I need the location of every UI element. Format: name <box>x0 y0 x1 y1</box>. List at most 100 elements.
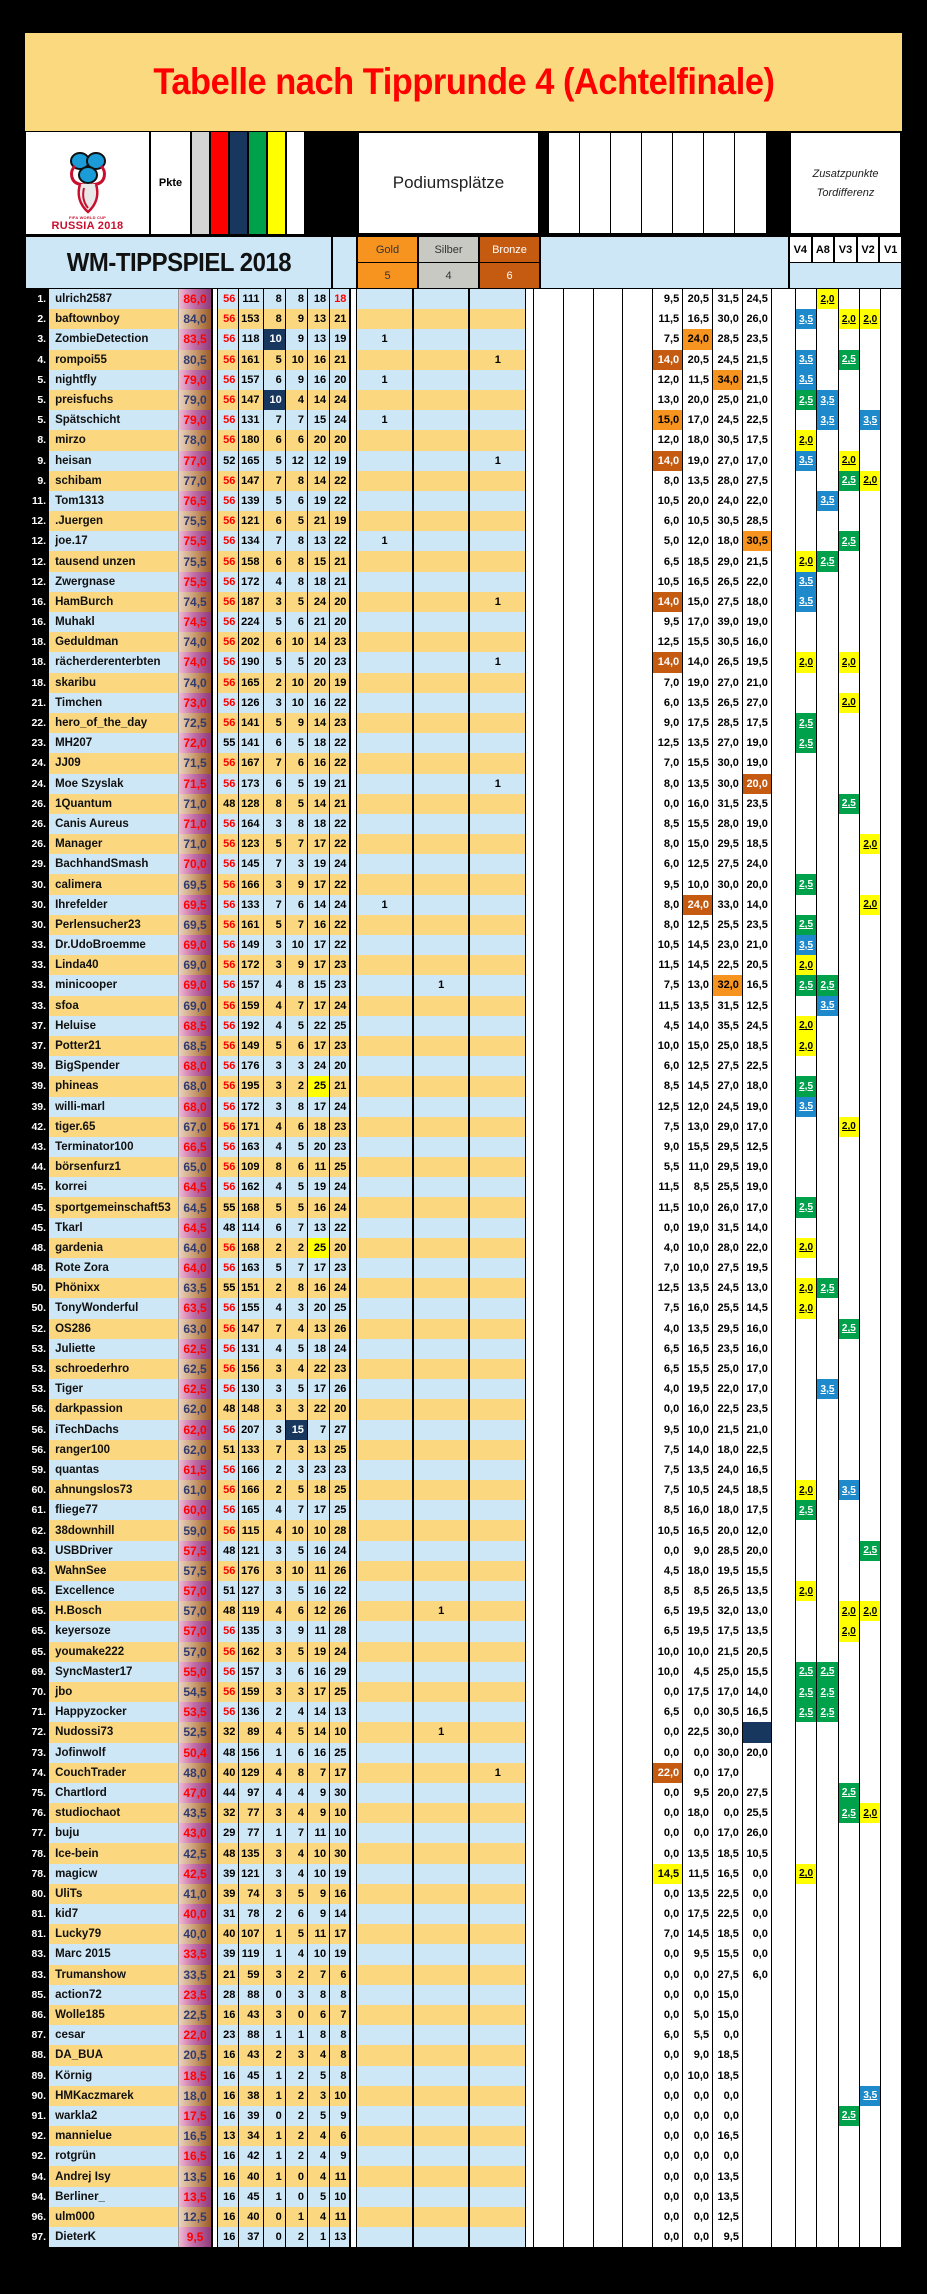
table-row[interactable]: 18. skaribu 74,0 56 165 2 10 20 19 7,0 19,0 27,0 21,… <box>25 672 902 693</box>
table-row[interactable]: 53. Tiger 62,5 56 130 3 5 17 26 4,0 19,5 22,0 17,0 3,… <box>25 1379 902 1400</box>
table-row[interactable]: 52. OS286 63,0 56 147 7 4 13 26 4,0 13,5 29,5 16,0 2,… <box>25 1318 902 1339</box>
table-row[interactable]: 45. Tkarl 64,5 48 114 6 7 13 22 0,0 19,0 31,5 14,0 <box>25 1217 902 1238</box>
table-row[interactable]: 62. 38downhill 59,0 56 115 4 10 10 28 10,5 16,5 20,… <box>25 1520 902 1541</box>
table-row[interactable]: 92. mannielue 16,5 13 34 1 2 4 6 0,0 0,0 16,5 <box>25 2126 902 2147</box>
table-row[interactable]: 78. Ice-bein 42,5 48 135 3 4 10 30 0,0 13,5 18,5 10,… <box>25 1843 902 1864</box>
table-row[interactable]: 33. Linda40 69,0 56 172 3 9 17 23 11,5 14,5 22,5 20,… <box>25 955 902 976</box>
table-row[interactable]: 50. Phönixx 63,5 55 151 2 8 16 24 12,5 13,5 24,5 13,… <box>25 1278 902 1299</box>
table-row[interactable]: 63. WahnSee 57,5 56 176 3 10 11 26 4,5 18,0 19,5 15,… <box>25 1560 902 1581</box>
table-row[interactable]: 78. magicw 42,5 39 121 3 4 10 19 14,5 11,5 16,5 0,0 2… <box>25 1863 902 1884</box>
table-row[interactable]: 96. ulm000 12,5 16 40 0 1 4 11 0,0 0,0 12,5 <box>25 2206 902 2227</box>
table-row[interactable]: 30. Ihrefelder 69,5 56 133 7 6 14 24 1 8,0 24,0 33,0… <box>25 894 902 915</box>
table-row[interactable]: 65. H.Bosch 57,0 48 119 4 6 12 26 1 6,5 19,5 32,0 13,… <box>25 1601 902 1622</box>
table-row[interactable]: 26. Canis Aureus 71,0 56 164 3 8 18 22 8,5 15,5 28,… <box>25 813 902 835</box>
table-row[interactable]: 61. fliege77 60,0 56 165 4 7 17 25 8,5 16,0 18,0 17,… <box>25 1500 902 1521</box>
table-row[interactable]: 2. baftownboy 84,0 56 153 8 9 13 21 11,5 16,5 30,0 2… <box>25 309 902 330</box>
table-row[interactable]: 53. Juliette 62,5 56 131 4 5 18 24 6,5 16,5 23,5 16,… <box>25 1338 902 1359</box>
table-row[interactable]: 48. gardenia 64,0 56 168 2 2 25 20 4,0 10,0 28,0 22,… <box>25 1237 902 1258</box>
table-row[interactable]: 5. nightfly 79,0 56 157 6 9 16 20 1 12,0 11,5 34,0 21… <box>25 369 902 390</box>
table-row[interactable]: 39. BigSpender 68,0 56 176 3 3 24 20 6,0 12,5 27,5 2… <box>25 1056 902 1077</box>
row-spacer-a <box>213 2146 218 2167</box>
table-row[interactable]: 90. HMKaczmarek 18,0 16 38 1 2 3 10 0,0 0,0 0,0 3,5 <box>25 2085 902 2106</box>
table-row[interactable]: 29. BachhandSmash 70,0 56 145 7 3 19 24 6,0 12,5 27… <box>25 854 902 875</box>
table-row[interactable]: 12. tausend unzen 75,5 56 158 6 8 15 21 6,5 18,5 29… <box>25 551 902 572</box>
table-row[interactable]: 87. cesar 22,0 23 88 1 1 8 8 6,0 5,5 0,0 <box>25 2025 902 2046</box>
table-row[interactable]: 4. rompoi55 80,5 56 161 5 10 16 21 1 14,0 20,5 24,5 2… <box>25 349 902 370</box>
table-row[interactable]: 33. Dr.UdoBroemme 69,0 56 149 3 10 17 22 10,5 14,5… <box>25 935 902 956</box>
table-row[interactable]: 97. DieterK 9,5 16 37 0 2 1 13 0,0 0,0 9,5 <box>25 2227 902 2248</box>
table-row[interactable]: 71. Happyzocker 53,5 56 136 2 4 14 13 6,5 0,0 30,5 1… <box>25 1702 902 1723</box>
table-row[interactable]: 23. MH207 72,0 55 141 6 5 18 22 12,5 13,5 27,0 19,0 2… <box>25 733 902 754</box>
table-row[interactable]: 80. UliTs 41,0 39 74 3 5 9 16 0,0 13,5 22,5 0,0 <box>25 1883 902 1904</box>
table-row[interactable]: 1. ulrich2587 86,0 56 111 8 8 18 18 9,5 20,5 31,5 24… <box>25 289 902 310</box>
table-row[interactable]: 44. börsenfurz1 65,0 56 109 8 6 11 25 5,5 11,0 29,5… <box>25 1157 902 1178</box>
row-punkte-0: 24 <box>329 1540 352 1561</box>
table-row[interactable]: 69. SyncMaster17 55,0 56 157 3 6 16 29 10,0 4,5 25,… <box>25 1661 902 1682</box>
table-row[interactable]: 9. heisan 77,0 52 165 5 12 12 19 1 14,0 19,0 27,0 17,… <box>25 450 902 471</box>
table-row[interactable]: 39. phineas 68,0 56 195 3 2 25 21 8,5 14,5 27,0 18,0… <box>25 1076 902 1097</box>
table-row[interactable]: 56. darkpassion 62,0 48 148 3 3 22 20 0,0 16,0 22,5… <box>25 1399 902 1420</box>
table-row[interactable]: 65. keyersoze 57,0 56 135 3 9 11 28 6,5 19,5 17,5 13… <box>25 1621 902 1642</box>
table-row[interactable]: 50. TonyWonderful 63,5 56 155 4 3 20 25 7,5 16,0 25… <box>25 1298 902 1319</box>
table-row[interactable]: 37. Heluise 68,5 56 192 4 5 22 25 4,5 14,0 35,5 24,5… <box>25 1015 902 1036</box>
table-row[interactable]: 3. ZombieDetection 83,5 56 118 10 9 13 19 1 7,5 24,… <box>25 329 902 350</box>
table-row[interactable]: 24. JJ09 71,5 56 167 7 6 16 22 7,0 15,5 30,0 19,0 <box>25 753 902 774</box>
table-row[interactable]: 21. Timchen 73,0 56 126 3 10 16 22 6,0 13,5 26,5 27,… <box>25 692 902 713</box>
table-row[interactable]: 33. minicooper 69,0 56 157 4 8 15 23 1 7,5 13,0 32,0… <box>25 975 902 996</box>
table-row[interactable]: 76. studiochaot 43,5 32 77 3 4 9 10 0,0 18,0 0,0 25,… <box>25 1803 902 1824</box>
table-row[interactable]: 43. Terminator100 66,5 56 163 4 5 20 23 9,0 15,5 29… <box>25 1136 902 1158</box>
table-row[interactable]: 91. warkla2 17,5 16 39 0 2 5 9 0,0 0,0 0,0 2,5 <box>25 2105 902 2127</box>
table-row[interactable]: 94. Berliner_ 13,5 16 45 1 0 5 10 0,0 0,0 13,5 <box>25 2186 902 2207</box>
table-row[interactable]: 89. Körnig 18,5 16 45 1 2 5 8 0,0 10,0 18,5 <box>25 2065 902 2086</box>
row-spacer-c <box>526 1883 533 1904</box>
table-row[interactable]: 45. sportgemeinschaft53 64,5 55 168 5 5 16 24 11,… <box>25 1197 902 1218</box>
table-row[interactable]: 8. mirzo 78,0 56 180 6 6 20 20 12,0 18,0 30,5 17,5 2,… <box>25 430 902 451</box>
table-row[interactable]: 65. Excellence 57,0 51 127 3 5 16 22 8,5 8,5 26,5 13… <box>25 1581 902 1602</box>
table-row[interactable]: 11. Tom1313 76,5 56 139 5 6 19 22 10,5 20,0 24,0 22,… <box>25 490 902 512</box>
table-row[interactable]: 39. willi-marl 68,0 56 172 3 8 17 24 12,5 12,0 24,5… <box>25 1096 902 1117</box>
table-row[interactable]: 88. DA_BUA 20,5 16 43 2 3 4 8 0,0 9,0 18,5 <box>25 2045 902 2066</box>
table-row[interactable]: 9. schibam 77,0 56 147 7 8 14 22 8,0 13,5 28,0 27,5 2… <box>25 470 902 491</box>
table-row[interactable]: 48. Rote Zora 64,0 56 163 5 7 17 23 7,0 10,0 27,5 19… <box>25 1258 902 1279</box>
table-row[interactable]: 83. Trumanshow 33,5 21 59 3 2 7 6 0,0 0,0 27,5 6,0 <box>25 1964 902 1985</box>
table-row[interactable]: 75. Chartlord 47,0 44 97 4 4 9 30 0,0 9,5 20,0 27,5 2… <box>25 1782 902 1804</box>
table-row[interactable]: 12. .Juergen 75,5 56 121 6 5 21 19 6,0 10,5 30,5 28,… <box>25 511 902 532</box>
table-row[interactable]: 85. action72 23,5 28 88 0 3 8 8 0,0 0,0 15,0 <box>25 1984 902 2005</box>
table-row[interactable]: 26. 1Quantum 71,0 48 128 8 5 14 21 0,0 16,0 31,5 23,… <box>25 793 902 814</box>
table-row[interactable]: 81. kid7 40,0 31 78 2 6 9 14 0,0 17,5 22,5 0,0 <box>25 1904 902 1925</box>
table-row[interactable]: 81. Lucky79 40,0 40 107 1 5 11 17 7,0 14,5 18,5 0,0 <box>25 1924 902 1945</box>
table-row[interactable]: 22. hero_of_the_day 72,5 56 141 5 9 14 23 9,0 17,5… <box>25 712 902 734</box>
table-row[interactable]: 37. Potter21 68,5 56 149 5 6 17 23 10,0 15,0 25,0 18… <box>25 1035 902 1057</box>
table-row[interactable]: 56. ranger100 62,0 51 133 7 3 13 25 7,5 14,0 18,0 22… <box>25 1439 902 1460</box>
table-row[interactable]: 73. Jofinwolf 50,4 48 156 1 6 16 25 0,0 0,0 30,0 20,… <box>25 1742 902 1763</box>
table-row[interactable]: 33. sfoa 69,0 56 159 4 7 17 24 11,5 13,5 31,5 12,5 3,… <box>25 995 902 1016</box>
table-row[interactable]: 86. Wolle185 22,5 16 43 3 0 6 7 0,0 5,0 15,0 <box>25 2004 902 2026</box>
table-row[interactable]: 30. Perlensucher23 69,5 56 161 5 7 16 22 8,0 12,5 2… <box>25 914 902 935</box>
table-row[interactable]: 70. jbo 54,5 56 159 3 3 17 25 0,0 17,5 17,0 14,0 2,5 2… <box>25 1681 902 1703</box>
table-row[interactable]: 5. preisfuchs 79,0 56 147 10 4 14 24 13,0 20,0 25,0… <box>25 389 902 411</box>
table-row[interactable]: 18. rächerderenterbten 74,0 56 190 5 5 20 23 1 14,… <box>25 652 902 673</box>
table-row[interactable]: 94. Andrej Isy 13,5 16 40 1 0 4 11 0,0 0,0 13,5 <box>25 2166 902 2187</box>
table-row[interactable]: 53. schroederhro 62,5 56 156 3 4 22 23 6,5 15,5 25,… <box>25 1358 902 1380</box>
table-row[interactable]: 12. Zwergnase 75,5 56 172 4 8 18 21 10,5 16,5 26,5 2… <box>25 571 902 592</box>
table-row[interactable]: 24. Moe Szyslak 71,5 56 173 6 5 19 21 1 8,0 13,5 30,… <box>25 773 902 794</box>
table-row[interactable]: 72. Nudossi73 52,5 32 89 4 5 14 10 1 0,0 22,5 30,0 <box>25 1722 902 1743</box>
table-row[interactable]: 12. joe.17 75,5 56 134 7 8 13 22 1 5,0 12,0 18,0 30,5… <box>25 531 902 552</box>
table-row[interactable]: 60. ahnungslos73 61,0 56 166 2 5 18 25 7,5 10,5 24,… <box>25 1480 902 1501</box>
table-row[interactable]: 30. calimera 69,5 56 166 3 9 17 22 9,5 10,0 30,0 20,… <box>25 874 902 895</box>
table-row[interactable]: 83. Marc 2015 33,5 39 119 1 4 10 19 0,0 9,5 15,5 0,0 <box>25 1944 902 1965</box>
table-row[interactable]: 18. Geduldman 74,0 56 202 6 10 14 23 12,5 15,5 30,5… <box>25 632 902 653</box>
table-row[interactable]: 16. HamBurch 74,5 56 187 3 5 24 20 1 14,0 15,0 27,5 1… <box>25 591 902 612</box>
table-row[interactable]: 59. quantas 61,5 56 166 2 3 23 23 7,5 13,5 24,0 16,5 <box>25 1459 902 1481</box>
table-row[interactable]: 42. tiger.65 67,0 56 171 4 6 18 23 7,5 13,0 29,0 17,… <box>25 1116 902 1137</box>
table-row[interactable]: 92. rotgrün 16,5 16 42 1 2 4 9 0,0 0,0 0,0 <box>25 2146 902 2167</box>
table-row[interactable]: 5. Spätschicht 79,0 56 131 7 7 15 24 1 15,0 17,0 24,… <box>25 410 902 431</box>
table-row[interactable]: 16. Muhakl 74,5 56 224 5 6 21 20 9,5 17,0 39,0 19,0 <box>25 612 902 633</box>
table-row[interactable]: 56. iTechDachs 62,0 56 207 3 15 7 27 9,5 10,0 21,5 2… <box>25 1419 902 1440</box>
table-row[interactable]: 77. buju 43,0 29 77 1 7 11 10 0,0 0,0 17,0 26,0 <box>25 1823 902 1844</box>
table-row[interactable]: 45. korrei 64,5 56 162 4 5 19 24 11,5 8,5 25,5 19,0 <box>25 1177 902 1198</box>
table-row[interactable]: 26. Manager 71,0 56 123 5 7 17 22 8,0 15,0 29,5 18,5… <box>25 834 902 855</box>
table-row[interactable]: 74. CouchTrader 48,0 40 129 4 8 7 17 1 22,0 0,0 17,0 <box>25 1762 902 1783</box>
table-row[interactable]: 65. youmake222 57,0 56 162 3 5 19 24 10,0 10,0 21,5… <box>25 1641 902 1662</box>
table-row[interactable]: 63. USBDriver 57,5 48 121 3 5 16 24 0,0 9,0 28,5 20,… <box>25 1540 902 1561</box>
